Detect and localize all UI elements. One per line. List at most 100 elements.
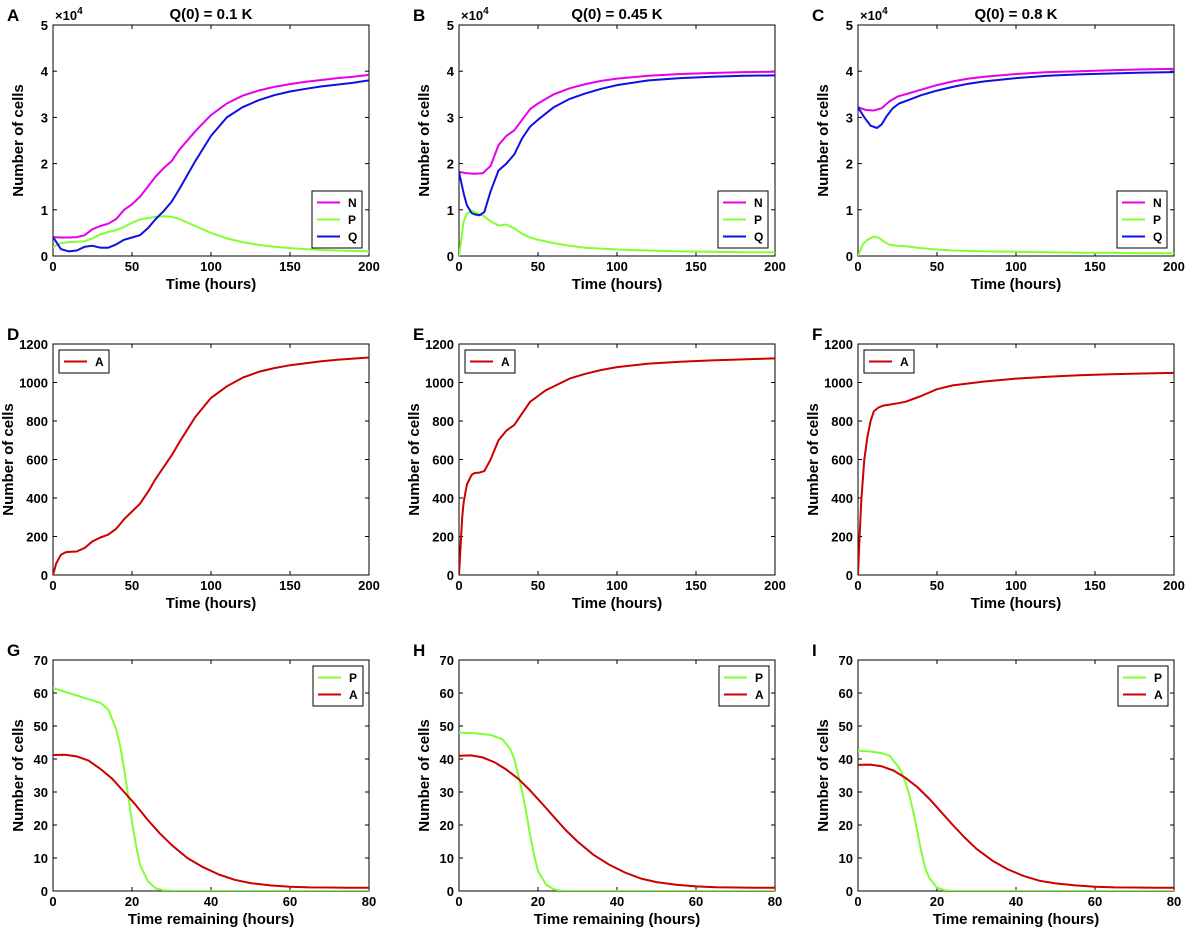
series-line-p <box>53 215 369 253</box>
legend-box <box>718 665 770 707</box>
legend-label-a: A <box>900 355 909 369</box>
legend-label-n: N <box>754 196 763 210</box>
legend-label-a: A <box>755 688 764 702</box>
y-multiplier-base: ×10 <box>860 8 882 23</box>
x-axis-label: Time remaining (hours) <box>534 911 700 928</box>
x-tick-label: 80 <box>1167 894 1181 909</box>
legend-label-q: Q <box>348 230 357 244</box>
y-tick-label: 30 <box>34 785 48 800</box>
y-tick-label: 3 <box>41 110 48 125</box>
legend: A <box>464 349 516 374</box>
panel-letter: F <box>812 325 822 344</box>
legend-label-p: P <box>348 213 356 227</box>
y-tick-label: 200 <box>26 530 48 545</box>
legend-label-p: P <box>1154 671 1162 685</box>
legend-label-a: A <box>95 355 104 369</box>
legend: NPQ <box>1116 190 1168 249</box>
y-tick-label: 10 <box>440 851 454 866</box>
y-tick-label: 20 <box>440 818 454 833</box>
x-axis-label: Time remaining (hours) <box>128 911 294 928</box>
y-tick-label: 0 <box>447 249 454 264</box>
legend-label-n: N <box>1153 196 1162 210</box>
y-tick-label: 4 <box>41 64 49 79</box>
panel-e: E 0 50 100 150 200 0 200 400 600 800 1000 1200 Time (… <box>406 325 786 612</box>
legend-label-a: A <box>349 688 358 702</box>
y-tick-label: 50 <box>839 719 853 734</box>
legend-label-n: N <box>348 196 357 210</box>
y-tick-label: 20 <box>839 818 853 833</box>
y-tick-label: 600 <box>432 453 454 468</box>
x-tick-label: 20 <box>930 894 944 909</box>
legend-label-a: A <box>1154 688 1163 702</box>
y-tick-label: 1 <box>846 203 853 218</box>
y-tick-label: 30 <box>440 785 454 800</box>
y-tick-label: 4 <box>846 64 854 79</box>
series-line-a <box>459 357 775 575</box>
x-tick-label: 20 <box>125 894 139 909</box>
y-tick-label: 60 <box>440 686 454 701</box>
x-tick-label: 50 <box>125 259 139 274</box>
panel-letter: E <box>413 325 424 344</box>
y-axis-label: Number of cells <box>416 719 433 832</box>
legend-label-a: A <box>501 355 510 369</box>
x-tick-label: 0 <box>455 894 462 909</box>
series-line-q <box>459 74 775 217</box>
x-tick-label: 200 <box>1163 578 1185 593</box>
series-line-p <box>858 749 1174 891</box>
x-tick-label: 80 <box>362 894 376 909</box>
panel-h: H 0 20 40 60 80 0 10 20 30 40 50 60 70 Time remaining … <box>413 641 782 928</box>
x-tick-label: 150 <box>1084 578 1106 593</box>
y-tick-label: 30 <box>839 785 853 800</box>
y-axis-label: Number of cells <box>10 84 27 197</box>
x-tick-label: 0 <box>455 578 462 593</box>
y-tick-label: 1000 <box>824 376 853 391</box>
panel-f: F 0 50 100 150 200 0 200 400 600 800 1000 1200 Time (… <box>805 325 1185 612</box>
y-tick-label: 60 <box>34 686 48 701</box>
legend-box <box>1117 665 1169 707</box>
series-line-a <box>53 753 369 889</box>
y-tick-label: 1200 <box>425 337 454 352</box>
x-tick-label: 200 <box>764 578 786 593</box>
panel-letter: I <box>812 641 817 660</box>
legend: PA <box>1117 665 1169 707</box>
series-line-n <box>459 70 775 175</box>
y-tick-label: 40 <box>839 752 853 767</box>
x-tick-label: 0 <box>854 578 861 593</box>
y-multiplier-base: ×10 <box>461 8 483 23</box>
x-tick-label: 50 <box>930 578 944 593</box>
y-tick-label: 400 <box>432 491 454 506</box>
y-tick-label: 1200 <box>824 337 853 352</box>
x-tick-label: 100 <box>606 259 628 274</box>
y-tick-label: 1000 <box>425 376 454 391</box>
x-tick-label: 0 <box>854 259 861 274</box>
x-tick-label: 0 <box>49 259 56 274</box>
x-tick-label: 100 <box>1005 259 1027 274</box>
legend-label-q: Q <box>754 230 763 244</box>
x-tick-label: 150 <box>685 578 707 593</box>
legend: A <box>863 349 915 374</box>
y-tick-label: 800 <box>831 414 853 429</box>
x-tick-label: 40 <box>1009 894 1023 909</box>
series-line-p <box>459 731 775 891</box>
y-tick-label: 1 <box>41 203 48 218</box>
legend: A <box>58 349 110 374</box>
y-tick-label: 2 <box>846 157 853 172</box>
series-line-a <box>858 371 1174 575</box>
y-tick-label: 40 <box>440 752 454 767</box>
chart-title: Q(0) = 0.8 K <box>975 6 1058 23</box>
x-tick-label: 0 <box>49 894 56 909</box>
y-tick-label: 40 <box>34 752 48 767</box>
y-axis-label: Number of cells <box>10 719 27 832</box>
x-axis-label: Time (hours) <box>166 595 257 612</box>
y-tick-label: 0 <box>846 884 853 899</box>
panel-i: I 0 20 40 60 80 0 10 20 30 40 50 60 70 Time remaining … <box>812 641 1181 928</box>
y-tick-label: 0 <box>41 249 48 264</box>
panel-letter: A <box>7 6 19 25</box>
legend-label-p: P <box>755 671 763 685</box>
x-tick-label: 50 <box>531 578 545 593</box>
x-axis-label: Time (hours) <box>971 595 1062 612</box>
x-tick-label: 20 <box>531 894 545 909</box>
